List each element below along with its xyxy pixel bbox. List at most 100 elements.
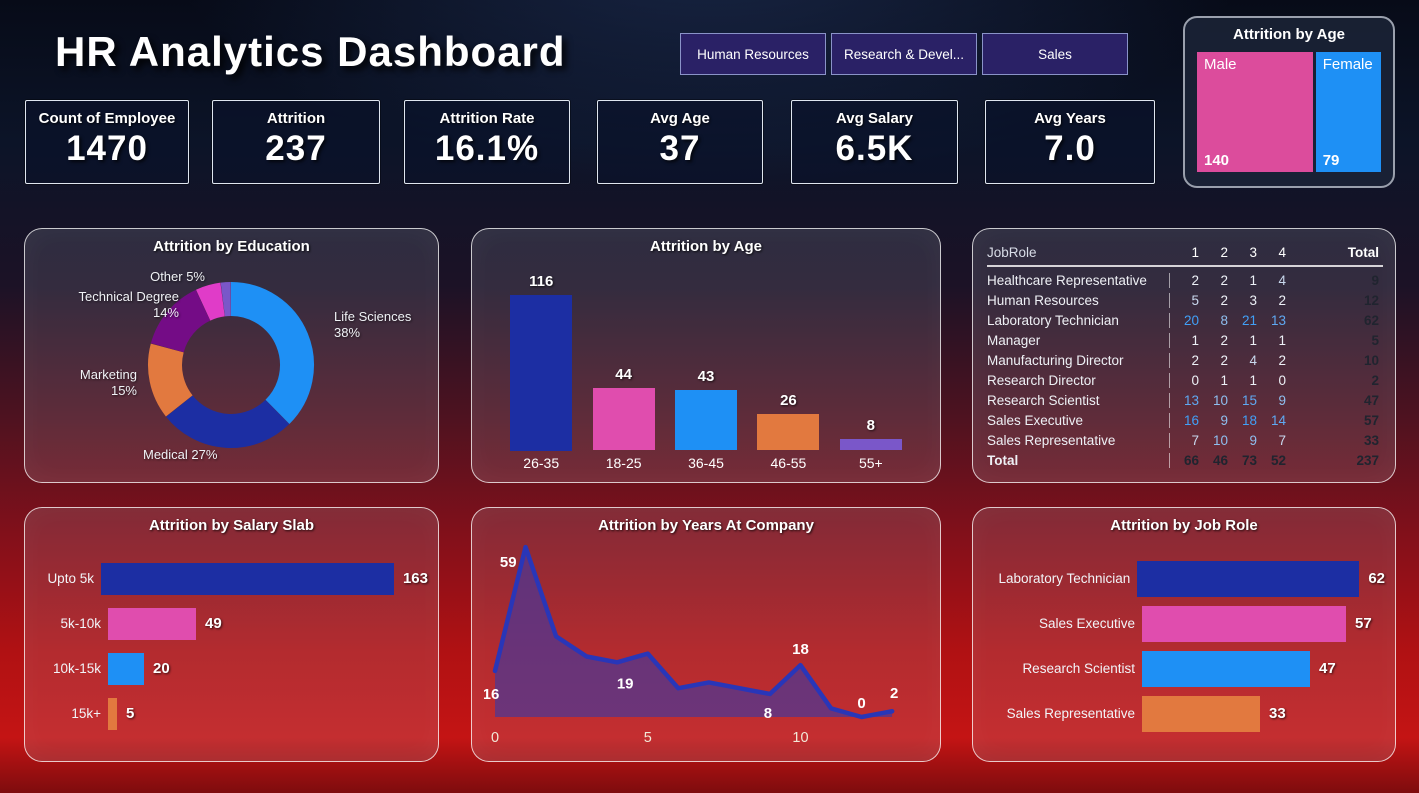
age-bar-46-55[interactable] <box>757 414 820 450</box>
age-bar-group-26-35: 116 26-35 <box>500 273 582 476</box>
attrition-by-salary-slab-card: Attrition by Salary Slab Upto 5k 163 5k-10… <box>24 507 439 762</box>
table-cell: 33 <box>1363 432 1379 448</box>
table-cell: 1 <box>1249 372 1257 388</box>
treemap-tile-label: Female <box>1322 56 1373 73</box>
table-row[interactable]: Laboratory Technician 20 8 21 13 62 <box>987 310 1383 330</box>
table-cell: 9 <box>1220 412 1228 428</box>
age-bar-category: 26-35 <box>523 455 560 472</box>
years-point-label: 8 <box>764 705 772 722</box>
table-row[interactable]: Sales Executive 16 9 18 14 57 <box>987 410 1383 430</box>
salary-slab-bar-chart: Upto 5k 163 5k-10k 49 10k-15k 20 15k+ 5 <box>39 556 428 736</box>
job-role-bar-2[interactable] <box>1142 605 1346 642</box>
attrition-by-age-title: Attrition by Age <box>650 238 762 255</box>
table-row[interactable]: Human Resources 5 2 3 2 12 <box>987 290 1383 310</box>
attrition-by-salary-slab-title: Attrition by Salary Slab <box>148 517 315 534</box>
donut-segment-small[interactable] <box>220 282 232 317</box>
salary-slab-bar-2[interactable] <box>108 607 196 640</box>
years-axis-tick: 0 <box>491 730 499 746</box>
table-row[interactable]: Research Director 0 1 1 0 2 <box>987 370 1383 390</box>
job-role-row: Research Scientist 47 <box>987 646 1385 691</box>
job-role-value: 33 <box>1269 705 1286 722</box>
table-cell: 46 <box>1212 452 1228 468</box>
donut-label-medical: Medical 27% <box>143 447 218 462</box>
kpi-value: 1470 <box>66 129 148 168</box>
salary-slab-bar-1[interactable] <box>100 562 394 595</box>
kpi-avg-years: Avg Years 7.0 <box>985 100 1155 184</box>
education-donut-svg <box>148 282 314 448</box>
table-header-jobrole: JobRole <box>987 244 1037 260</box>
table-row[interactable]: Manager 1 2 1 1 5 <box>987 330 1383 350</box>
job-role-category: Sales Representative <box>1006 706 1135 721</box>
table-cell: 1 <box>1220 372 1228 388</box>
gender-treemap: Male 140 Female 79 <box>1197 52 1381 172</box>
job-role-category: Laboratory Technician <box>998 571 1131 586</box>
table-row[interactable]: Manufacturing Director 2 2 4 2 10 <box>987 350 1383 370</box>
age-bar-value: 26 <box>780 392 797 409</box>
table-row[interactable]: Healthcare Representative 2 2 1 4 9 <box>987 270 1383 290</box>
age-bar-26-35[interactable] <box>510 295 573 451</box>
donut-segment-other[interactable] <box>195 282 226 321</box>
salary-slab-category: 5k-10k <box>60 616 101 631</box>
table-header-1: 1 <box>1191 244 1199 260</box>
years-line <box>492 544 895 720</box>
table-row[interactable]: Research Scientist 13 10 15 9 47 <box>987 390 1383 410</box>
age-bar-chart: 116 26-35 44 18-25 43 36-45 26 46-55 8 55+ <box>500 273 912 476</box>
table-cell: 2 <box>1278 292 1286 308</box>
salary-slab-category: 15k+ <box>71 706 101 721</box>
years-area-svg[interactable]: 16 59 19 8 18 0 2 0 5 10 <box>484 544 930 752</box>
donut-label-marketing: Marketing 15% <box>79 367 137 398</box>
table-header-3: 3 <box>1249 244 1257 260</box>
job-role-category: Sales Executive <box>1038 616 1135 631</box>
job-role-value: 57 <box>1355 615 1372 632</box>
salary-slab-value: 20 <box>153 660 170 677</box>
table-cell: 52 <box>1270 452 1286 468</box>
table-row-label: Human Resources <box>987 292 1099 308</box>
table-cell: 57 <box>1363 412 1379 428</box>
filter-button-human-resources[interactable]: Human Resources <box>680 33 826 75</box>
job-role-bar-3[interactable] <box>1142 650 1310 687</box>
table-row-label: Total <box>987 452 1019 468</box>
table-cell: 15 <box>1241 392 1257 408</box>
treemap-tile-male[interactable]: Male 140 <box>1197 52 1313 172</box>
table-cell: 2 <box>1220 292 1228 308</box>
attrition-by-gender-title: Attrition by Age <box>1233 26 1345 43</box>
kpi-value: 16.1% <box>434 129 540 168</box>
table-row-label: Healthcare Representative <box>987 272 1147 288</box>
donut-segment-life-sciences[interactable] <box>230 282 314 424</box>
table-cell: 13 <box>1270 312 1286 328</box>
age-bar-18-25[interactable] <box>592 388 655 450</box>
donut-segment-medical[interactable] <box>166 394 290 448</box>
table-cell: 10 <box>1363 352 1379 368</box>
age-bar-36-45[interactable] <box>675 390 738 450</box>
job-role-bar-chart: Laboratory Technician 62 Sales Executive 57… <box>987 556 1385 736</box>
table-cell: 20 <box>1169 312 1199 328</box>
table-cell: 9 <box>1371 272 1379 288</box>
table-cell: 9 <box>1249 432 1257 448</box>
age-bar-value: 43 <box>697 368 715 385</box>
attrition-by-job-role-title: Attrition by Job Role <box>1110 517 1258 534</box>
age-bar-value: 44 <box>615 366 632 383</box>
years-axis-tick: 10 <box>792 730 808 746</box>
table-cell: 237 <box>1356 452 1379 468</box>
donut-segment-marketing[interactable] <box>148 343 193 417</box>
attrition-by-education-title: Attrition by Education <box>153 238 310 255</box>
jobrole-matrix-card: JobRole 1 2 3 4 Total Healthcare Representativ… <box>972 228 1396 483</box>
salary-slab-bar-4[interactable] <box>108 697 117 730</box>
donut-segment-technical-degree[interactable] <box>150 289 211 353</box>
treemap-tile-female[interactable]: Female 79 <box>1315 52 1381 172</box>
table-cell: 10 <box>1212 392 1228 408</box>
kpi-label: Attrition <box>266 110 326 127</box>
filter-button-research-development[interactable]: Research & Devel... <box>831 33 977 75</box>
table-cell: 2 <box>1371 372 1379 388</box>
age-bar-55+[interactable] <box>839 439 902 450</box>
table-row[interactable]: Sales Representative 7 10 9 7 33 <box>987 430 1383 450</box>
attrition-by-education-card: Attrition by Education Life Sciences 38% M… <box>24 228 439 483</box>
job-role-bar-4[interactable] <box>1142 695 1260 732</box>
attrition-by-gender-card: Attrition by Age Male 140 Female 79 <box>1183 16 1395 188</box>
table-total-row[interactable]: Total 66 46 73 52 237 <box>987 450 1383 470</box>
filter-button-sales[interactable]: Sales <box>982 33 1128 75</box>
salary-slab-bar-3[interactable] <box>108 652 144 685</box>
age-bar-group-55+: 8 55+ <box>830 273 912 476</box>
job-role-bar-1[interactable] <box>1137 560 1360 597</box>
